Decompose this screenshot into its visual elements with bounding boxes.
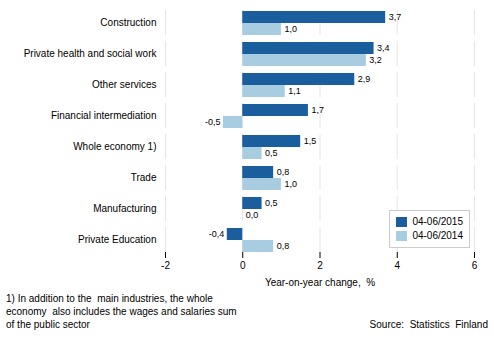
svg-text:Manufacturing: Manufacturing <box>93 203 156 214</box>
svg-text:1,1: 1,1 <box>288 86 301 96</box>
svg-text:3,4: 3,4 <box>377 43 390 53</box>
svg-text:0: 0 <box>240 260 246 271</box>
svg-text:Year-on-year change, %: Year-on-year change, % <box>265 277 375 288</box>
svg-text:0,0: 0,0 <box>246 210 259 220</box>
svg-text:Whole economy 1): Whole economy 1) <box>73 141 156 152</box>
svg-text:4: 4 <box>394 260 400 271</box>
html-text:economy also includes the wage: economy also includes the wages and sala… <box>6 306 237 317</box>
svg-text:Trade: Trade <box>131 172 157 183</box>
svg-text:0,8: 0,8 <box>277 167 290 177</box>
svg-text:0,5: 0,5 <box>265 148 278 158</box>
svg-text:Other services: Other services <box>92 79 156 90</box>
html-text:04-06/2015: 04-06/2015 <box>412 216 463 227</box>
svg-text:2,9: 2,9 <box>358 74 371 84</box>
svg-text:6: 6 <box>472 260 478 271</box>
html-text:1) In addition to the main ind: 1) In addition to the main industries, t… <box>6 293 213 304</box>
svg-text:Construction: Construction <box>100 17 156 28</box>
html-text:Source: Statistics Finland: Source: Statistics Finland <box>369 319 488 330</box>
svg-text:1,0: 1,0 <box>284 179 297 189</box>
html-text:04-06/2014: 04-06/2014 <box>412 230 463 241</box>
svg-text:1,0: 1,0 <box>284 24 297 34</box>
svg-text:0,8: 0,8 <box>277 241 290 251</box>
svg-text:1,7: 1,7 <box>311 105 324 115</box>
svg-text:3,2: 3,2 <box>369 55 382 65</box>
svg-text:Private Education: Private Education <box>78 234 156 245</box>
svg-text:1,5: 1,5 <box>304 136 317 146</box>
svg-text:-0,5: -0,5 <box>205 117 221 127</box>
svg-text:0,5: 0,5 <box>265 198 278 208</box>
svg-text:-0,4: -0,4 <box>209 229 225 239</box>
svg-text:3,7: 3,7 <box>389 12 402 22</box>
html-text:of the public sector: of the public sector <box>6 319 90 330</box>
svg-text:Financial intermediation: Financial intermediation <box>51 110 157 121</box>
svg-text:2: 2 <box>317 260 323 271</box>
svg-text:-2: -2 <box>161 260 170 271</box>
svg-text:Private health and social work: Private health and social work <box>24 48 158 59</box>
